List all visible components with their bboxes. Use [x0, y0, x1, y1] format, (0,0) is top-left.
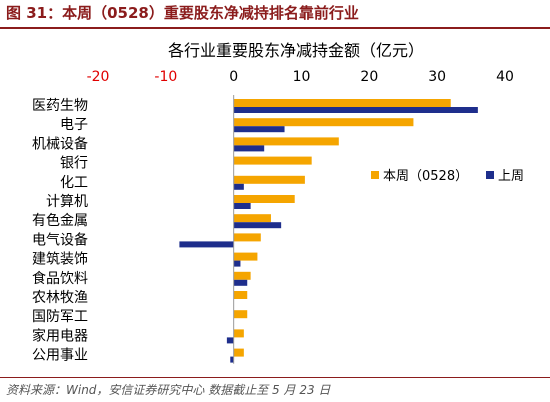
bar-this-week [233, 175, 305, 184]
category-label: 家用电器 [32, 327, 88, 344]
bar-this-week [233, 118, 414, 127]
legend: 本周（0528） 上周 [371, 169, 524, 184]
legend-label-this-week: 本周（0528） [383, 169, 468, 184]
bar-this-week [233, 310, 248, 319]
bar-this-week [233, 233, 261, 242]
bar-last-week [233, 222, 282, 229]
bar-last-week [233, 145, 265, 152]
title-rule [0, 27, 550, 29]
category-label: 建筑装饰 [32, 252, 88, 268]
category-label: 电气设备 [32, 231, 88, 248]
x-axis-ticks: -20 -10 0 10 20 30 40 [87, 69, 514, 85]
x-tick-label: -10 [154, 69, 177, 85]
bar-last-week [233, 260, 241, 267]
bar-this-week [233, 329, 244, 338]
bar-this-week [233, 137, 339, 146]
bar-this-week [233, 291, 248, 299]
bar-last-week [233, 107, 478, 113]
source-rule [0, 377, 550, 378]
legend-swatch-this-week [371, 171, 379, 179]
bar-this-week [233, 99, 451, 107]
source-note: 资料来源：Wind，安信证券研究中心 数据截止至 5 月 23 日 [6, 383, 331, 397]
bar-last-week [233, 183, 244, 190]
bar-chart: 各行业重要股东净减持金额（亿元） -20 -10 0 10 20 30 40 医药生物电子机… [32, 41, 524, 364]
category-label: 化工 [60, 175, 88, 191]
category-label: 银行 [60, 156, 88, 172]
chart-title: 各行业重要股东净减持金额（亿元） [168, 41, 424, 60]
x-tick-label: 0 [229, 69, 238, 85]
category-label: 农林牧渔 [32, 290, 88, 306]
x-tick-label: 10 [293, 69, 311, 85]
category-label: 计算机 [46, 194, 88, 210]
category-label: 食品饮料 [32, 270, 88, 287]
category-label: 医药生物 [32, 98, 88, 114]
x-tick-label: -20 [87, 69, 110, 85]
x-tick-label: 30 [428, 69, 446, 85]
x-tick-label: 20 [360, 69, 378, 85]
bar-this-week [233, 214, 271, 223]
bar-this-week [233, 252, 258, 261]
bar-last-week [179, 241, 234, 248]
figure-title: 图 31：本周（0528）重要股东净减持排名靠前行业 [6, 4, 359, 22]
category-label: 国防军工 [32, 309, 88, 325]
bar-last-week [230, 356, 234, 363]
bar-this-week [233, 348, 244, 357]
category-label: 公用事业 [32, 348, 88, 364]
legend-swatch-last-week [486, 171, 494, 179]
bars [179, 99, 478, 363]
category-labels: 医药生物电子机械设备银行化工计算机有色金属电气设备建筑装饰食品饮料农林牧渔国防军… [32, 98, 88, 364]
bar-this-week [233, 195, 295, 203]
bar-last-week [233, 279, 248, 286]
bar-this-week [233, 271, 251, 280]
bar-last-week [233, 126, 285, 133]
bar-last-week [226, 337, 234, 344]
x-tick-label: 40 [496, 69, 514, 85]
bar-last-week [233, 203, 251, 209]
bar-this-week [233, 156, 312, 165]
category-label: 有色金属 [32, 212, 88, 229]
category-label: 机械设备 [32, 135, 88, 152]
legend-label-last-week: 上周 [498, 169, 524, 184]
category-label: 电子 [60, 117, 88, 133]
